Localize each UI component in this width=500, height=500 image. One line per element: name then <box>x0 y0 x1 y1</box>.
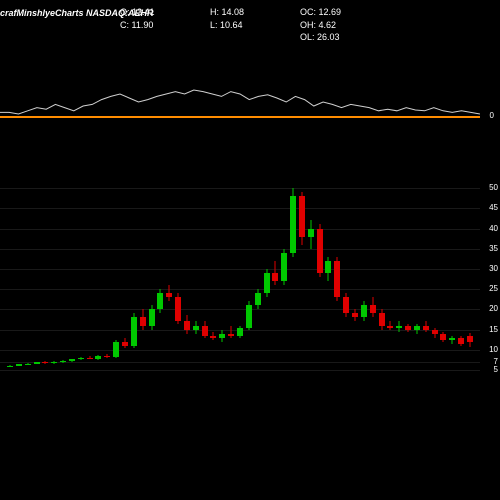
candlestick <box>113 180 119 370</box>
candlestick <box>157 180 163 370</box>
price-y-label: 25 <box>489 285 498 293</box>
candlestick <box>414 180 420 370</box>
candlestick <box>51 180 57 370</box>
price-y-label: 10 <box>489 346 498 354</box>
candlestick <box>7 180 13 370</box>
candlestick <box>370 180 376 370</box>
volume-zero-label: 0 <box>490 112 494 120</box>
candlestick <box>308 180 314 370</box>
ohlc-oh: OH: 4.62 <box>300 19 360 32</box>
price-gridline <box>0 370 480 371</box>
candlestick <box>104 180 110 370</box>
candlestick <box>334 180 340 370</box>
price-y-label: 50 <box>489 184 498 192</box>
candlestick <box>219 180 225 370</box>
candlestick <box>228 180 234 370</box>
candlestick <box>95 180 101 370</box>
price-y-label: 45 <box>489 204 498 212</box>
chart-header: crafMinshlyeCharts NASDAQ:AEHR O: 13.41 … <box>0 0 500 50</box>
ohlc-readout: O: 13.41 H: 14.08 OC: 12.69 C: 11.90 L: … <box>120 6 360 44</box>
price-panel: 50454035302520151075 <box>0 180 500 370</box>
ohlc-ol: OL: 26.03 <box>300 31 360 44</box>
ohlc-oc: OC: 12.69 <box>300 6 360 19</box>
candlestick <box>255 180 261 370</box>
volume-sparkline <box>0 50 480 130</box>
candlestick <box>405 180 411 370</box>
price-y-label: 30 <box>489 265 498 273</box>
candlestick <box>343 180 349 370</box>
candlestick <box>299 180 305 370</box>
candlestick <box>281 180 287 370</box>
candlestick <box>140 180 146 370</box>
candlestick <box>432 180 438 370</box>
candlestick <box>272 180 278 370</box>
candlestick <box>60 180 66 370</box>
price-y-label: 5 <box>494 366 498 374</box>
ohlc-close: C: 11.90 <box>120 19 180 32</box>
candlestick <box>237 180 243 370</box>
volume-panel: 0 <box>0 50 500 130</box>
candlestick <box>467 180 473 370</box>
candlestick <box>16 180 22 370</box>
candlestick <box>78 180 84 370</box>
price-y-label: 40 <box>489 225 498 233</box>
candlestick <box>379 180 385 370</box>
candlestick <box>449 180 455 370</box>
candlestick <box>352 180 358 370</box>
candlestick <box>246 180 252 370</box>
candlestick <box>423 180 429 370</box>
candlestick <box>42 180 48 370</box>
candlestick <box>25 180 31 370</box>
candlestick <box>458 180 464 370</box>
price-y-label: 35 <box>489 245 498 253</box>
candlestick <box>387 180 393 370</box>
ohlc-low: L: 10.64 <box>210 19 270 32</box>
candlestick <box>317 180 323 370</box>
candlestick <box>87 180 93 370</box>
candlestick <box>166 180 172 370</box>
candlestick <box>34 180 40 370</box>
candlestick <box>131 180 137 370</box>
ohlc-high: H: 14.08 <box>210 6 270 19</box>
candlestick <box>122 180 128 370</box>
candlestick <box>149 180 155 370</box>
candlestick <box>69 180 75 370</box>
candlestick <box>175 180 181 370</box>
candlestick <box>440 180 446 370</box>
candlestick <box>361 180 367 370</box>
ohlc-open: O: 13.41 <box>120 6 180 19</box>
candlestick <box>202 180 208 370</box>
price-y-label: 15 <box>489 326 498 334</box>
candlestick <box>325 180 331 370</box>
candlestick <box>290 180 296 370</box>
price-y-label: 20 <box>489 305 498 313</box>
candlestick <box>184 180 190 370</box>
candlestick <box>264 180 270 370</box>
candlestick <box>193 180 199 370</box>
candlestick <box>396 180 402 370</box>
candlestick <box>210 180 216 370</box>
